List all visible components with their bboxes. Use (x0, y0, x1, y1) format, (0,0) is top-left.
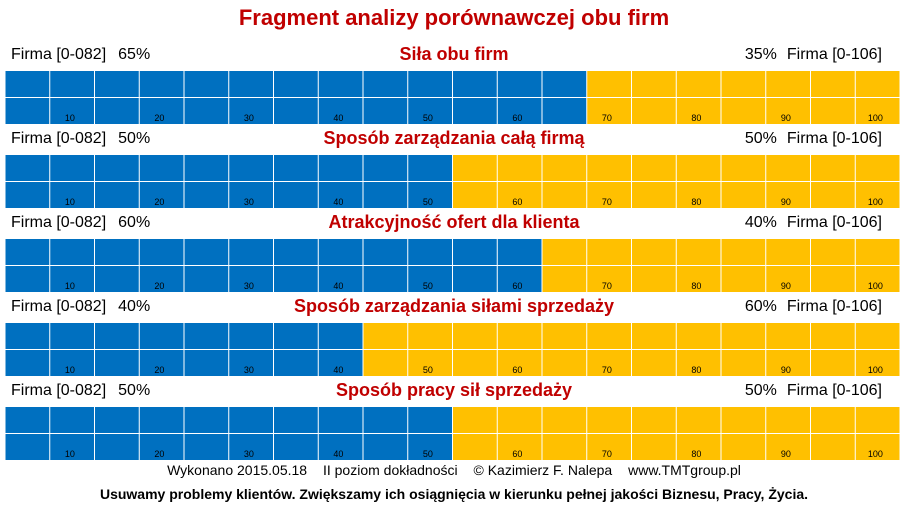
tick-label: 20 (154, 449, 164, 459)
left-firm-name: Firma [0-082] (11, 298, 107, 315)
right-firm-label: 60% Firma [0-106] (745, 297, 882, 317)
comparison-section: Firma [0-082] 60% Atrakcyjność ofert dla k… (0, 212, 908, 297)
left-firm-label: Firma [0-082] 60% (11, 213, 150, 233)
left-firm-label: Firma [0-082] 50% (11, 381, 150, 401)
tick-label: 80 (691, 281, 701, 291)
tick-label: 100 (868, 281, 883, 291)
tick-label: 20 (154, 281, 164, 291)
left-firm-name: Firma [0-082] (11, 214, 107, 231)
tick-label: 90 (781, 365, 791, 375)
left-firm-label: Firma [0-082] 50% (11, 129, 150, 149)
tick-label: 80 (691, 365, 701, 375)
tick-label: 90 (781, 197, 791, 207)
tick-label: 60 (512, 113, 522, 123)
tick-label: 100 (868, 113, 883, 123)
left-firm-label: Firma [0-082] 40% (11, 297, 150, 317)
tick-label: 10 (65, 281, 75, 291)
tick-label: 50 (423, 449, 433, 459)
left-firm-name: Firma [0-082] (11, 46, 107, 63)
tick-label: 60 (512, 449, 522, 459)
right-percent: 40% (744, 214, 777, 231)
tick-label: 30 (244, 197, 254, 207)
stacked-bar-chart: 10 20 30 40 50 60 70 80 90 100 (4, 239, 901, 292)
stacked-bar-chart: 10 20 30 40 50 60 70 80 90 100 (4, 155, 901, 208)
comparison-section: Firma [0-082] 50% Sposób zarządzania całą … (0, 128, 908, 213)
comparison-section: Firma [0-082] 40% Sposób zarządzania siłam… (0, 296, 908, 381)
tick-label: 30 (244, 365, 254, 375)
tick-label: 80 (691, 113, 701, 123)
page-title: Fragment analizy porównawczej obu firm (238, 5, 670, 30)
tick-label: 70 (602, 197, 612, 207)
left-percent: 50% (118, 382, 151, 399)
right-firm-name: Firma [0-106] (786, 46, 882, 63)
tick-label: 50 (423, 365, 433, 375)
left-percent: 65% (118, 46, 151, 63)
tick-label: 30 (244, 113, 254, 123)
tick-label: 40 (333, 197, 343, 207)
tick-label: 90 (781, 113, 791, 123)
stacked-bar-chart: 10 20 30 40 50 60 70 80 90 100 (4, 407, 901, 460)
tick-label: 60 (512, 365, 522, 375)
left-firm-name: Firma [0-082] (11, 382, 107, 399)
tick-label: 70 (602, 281, 612, 291)
tick-label: 10 (65, 365, 75, 375)
left-percent: 50% (118, 130, 151, 147)
right-firm-name: Firma [0-106] (786, 298, 882, 315)
right-percent: 60% (744, 298, 777, 315)
stacked-bar-chart: 10 20 30 40 50 60 70 80 90 100 (4, 323, 901, 376)
tick-label: 10 (65, 113, 75, 123)
right-firm-label: 40% Firma [0-106] (745, 213, 882, 233)
right-percent: 35% (744, 46, 777, 63)
left-percent: 40% (118, 298, 151, 315)
tick-label: 80 (691, 449, 701, 459)
tick-label: 100 (868, 365, 883, 375)
left-percent: 60% (118, 214, 151, 231)
tick-label: 100 (868, 197, 883, 207)
tick-label: 20 (154, 113, 164, 123)
tick-label: 40 (333, 449, 343, 459)
tick-label: 50 (423, 113, 433, 123)
tick-label: 70 (602, 449, 612, 459)
right-percent: 50% (744, 382, 777, 399)
tick-label: 70 (602, 113, 612, 123)
left-firm-label: Firma [0-082] 65% (11, 45, 150, 65)
tick-label: 30 (244, 449, 254, 459)
tick-label: 90 (781, 281, 791, 291)
comparison-section: Firma [0-082] 65% Siła obu firm 35% Firma [0… (0, 44, 908, 129)
right-firm-label: 50% Firma [0-106] (745, 381, 882, 401)
right-percent: 50% (744, 130, 777, 147)
tick-label: 20 (154, 197, 164, 207)
footer-author: © Kazimierz F. Nalepa (473, 462, 613, 478)
comparison-section: Firma [0-082] 50% Sposób pracy sił sprzeda… (0, 380, 908, 465)
right-firm-name: Firma [0-106] (786, 214, 882, 231)
tick-label: 70 (602, 365, 612, 375)
stacked-bar-chart: 10 20 30 40 50 60 70 80 90 100 (4, 71, 901, 124)
tick-label: 10 (65, 197, 75, 207)
tick-label: 50 (423, 281, 433, 291)
footer-slogan: Usuwamy problemy klientów. Zwiększamy ic… (99, 486, 809, 502)
tick-label: 60 (512, 281, 522, 291)
left-firm-name: Firma [0-082] (11, 130, 107, 147)
tick-label: 20 (154, 365, 164, 375)
tick-label: 50 (423, 197, 433, 207)
tick-label: 40 (333, 365, 343, 375)
footer-level: II poziom dokładności (322, 462, 458, 478)
tick-label: 10 (65, 449, 75, 459)
right-firm-name: Firma [0-106] (786, 130, 882, 147)
tick-label: 100 (868, 449, 883, 459)
tick-label: 40 (333, 281, 343, 291)
footer-made: Wykonano 2015.05.18 (167, 462, 308, 478)
right-firm-label: 50% Firma [0-106] (745, 129, 882, 149)
footer-info: Wykonano 2015.05.18 II poziom dokładnośc… (0, 461, 908, 479)
tick-label: 40 (333, 113, 343, 123)
right-firm-name: Firma [0-106] (786, 382, 882, 399)
tick-label: 90 (781, 449, 791, 459)
tick-label: 60 (512, 197, 522, 207)
right-firm-label: 35% Firma [0-106] (745, 45, 882, 65)
tick-label: 80 (691, 197, 701, 207)
footer-site: www.TMTgroup.pl (628, 462, 741, 478)
tick-label: 30 (244, 281, 254, 291)
